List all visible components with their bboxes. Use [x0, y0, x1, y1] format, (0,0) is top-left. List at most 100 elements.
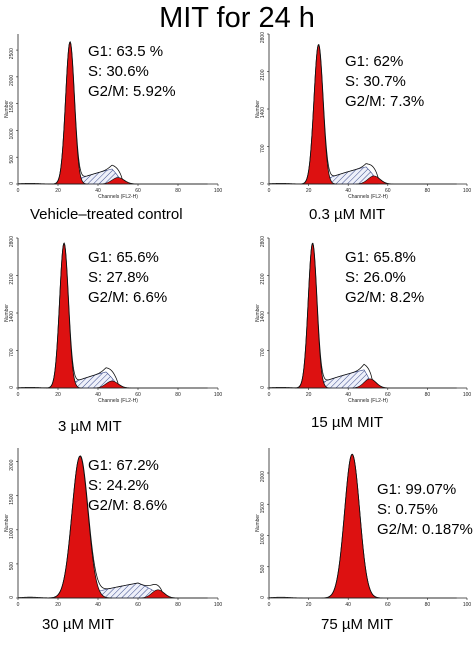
phase-stat: G1: 65.8%	[345, 249, 416, 266]
x-tick-label: 60	[135, 602, 141, 608]
histogram-panel: 0 20 40 60 80 100 0 500 1000 1500 2000 Number G1: 67…	[0, 442, 237, 647]
phase-stat: S: 0.75%	[377, 501, 438, 518]
y-axis-label: Number	[255, 100, 261, 118]
y-tick-label: 700	[9, 348, 15, 357]
panel-caption: 30 µM MIT	[42, 616, 114, 633]
phase-stats: G1: 62% S: 30.7% G2/M: 7.3%	[345, 52, 424, 112]
y-tick-label: 500	[9, 562, 15, 571]
x-tick-label: 100	[463, 392, 472, 398]
panel-caption: 75 µM MIT	[321, 616, 393, 633]
x-tick-label: 40	[345, 392, 351, 398]
y-tick-label: 0	[260, 386, 266, 389]
y-tick-label: 0	[260, 182, 266, 185]
y-tick-label: 2100	[260, 273, 266, 284]
x-axis-label: Channels (FL2-H)	[348, 194, 388, 200]
phase-stat: S: 30.7%	[345, 73, 406, 90]
x-tick-label: 0	[268, 188, 271, 194]
x-tick-label: 0	[17, 392, 20, 398]
panel-caption: 15 µM MIT	[311, 414, 383, 431]
x-tick-label: 60	[385, 188, 391, 194]
y-tick-label: 1500	[9, 101, 15, 112]
phase-stat: G1: 65.6%	[88, 249, 159, 266]
y-tick-label: 1500	[9, 494, 15, 505]
y-axis-label: Number	[4, 304, 10, 322]
y-tick-label: 2500	[9, 48, 15, 59]
x-tick-label: 40	[345, 602, 351, 608]
y-tick-label: 1000	[9, 128, 15, 139]
phase-stat: G2/M: 8.6%	[88, 497, 168, 514]
x-tick-label: 80	[425, 602, 431, 608]
g1-peak	[294, 242, 331, 389]
x-tick-label: 80	[175, 392, 181, 398]
y-tick-label: 500	[9, 155, 15, 164]
phase-stats: G1: 99.07% S: 0.75% G2/M: 0.187%	[377, 480, 473, 540]
x-tick-label: 20	[306, 602, 312, 608]
x-tick-label: 0	[17, 602, 20, 608]
x-tick-label: 100	[463, 188, 472, 194]
x-axis-label: Channels (FL2-H)	[98, 398, 138, 404]
phase-stat: G1: 62%	[345, 53, 404, 70]
phase-stat: G1: 99.07%	[377, 481, 457, 498]
histogram-panel: 0 20 40 60 80 100 0 700 1400 2100 2800 Channels (FL…	[237, 28, 474, 233]
x-tick-label: 20	[55, 602, 61, 608]
x-axis-label: Channels (FL2-H)	[348, 398, 388, 404]
y-tick-label: 1500	[260, 502, 266, 513]
y-tick-label: 2800	[260, 32, 266, 43]
x-tick-label: 20	[55, 188, 61, 194]
panel-caption: Vehicle–treated control	[30, 206, 183, 223]
x-tick-label: 80	[425, 392, 431, 398]
x-tick-label: 0	[268, 602, 271, 608]
phase-stat: G1: 67.2%	[88, 457, 159, 474]
x-tick-label: 40	[95, 392, 101, 398]
phase-stat: G2/M: 0.187%	[377, 521, 473, 538]
histogram-panel: 0 20 40 60 80 100 0 700 1400 2100 2800 Channels (FL…	[0, 232, 237, 437]
y-axis-label: Number	[255, 514, 261, 532]
histogram-plot: 0 20 40 60 80 10005001000150020002500Channels…	[4, 34, 223, 200]
x-tick-label: 80	[175, 188, 181, 194]
phase-stat: S: 27.8%	[88, 269, 149, 286]
panel-caption: 0.3 µM MIT	[309, 206, 386, 223]
y-tick-label: 500	[260, 565, 266, 574]
y-tick-label: 1400	[9, 311, 15, 322]
phase-stats: G1: 67.2% S: 24.2% G2/M: 8.6%	[88, 456, 167, 516]
x-tick-label: 100	[214, 392, 223, 398]
g1-peak	[46, 242, 82, 389]
y-tick-label: 2000	[260, 471, 266, 482]
histogram-panel: 0 20 40 60 80 100 0 500 1000 1500 2000 2500 Channels…	[0, 28, 237, 233]
panel-caption: 3 µM MIT	[58, 418, 122, 435]
phase-stat: G2/M: 8.2%	[345, 289, 425, 306]
y-tick-label: 0	[260, 596, 266, 599]
y-tick-label: 1000	[260, 533, 266, 544]
y-tick-label: 0	[9, 182, 15, 185]
y-tick-label: 2000	[9, 75, 15, 86]
x-tick-label: 60	[385, 602, 391, 608]
x-tick-label: 100	[214, 188, 223, 194]
g1-peak	[299, 44, 338, 185]
x-tick-label: 100	[463, 602, 472, 608]
g1-peak	[321, 453, 383, 599]
x-tick-label: 80	[175, 602, 181, 608]
x-axis-label: Channels (FL2-H)	[98, 194, 138, 200]
g1-peak	[52, 41, 88, 185]
y-tick-label: 0	[9, 596, 15, 599]
histogram-plot: 0 20 40 60 80 100 0 700 1400 2100 2800 Channels (FL…	[255, 236, 472, 404]
phase-stats: G1: 65.8% S: 26.0% G2/M: 8.2%	[345, 248, 424, 308]
x-tick-label: 20	[55, 392, 61, 398]
x-tick-label: 100	[214, 602, 223, 608]
histogram-panel: 0 20 40 60 80 100 0 700 1400 2100 2800 Channels (FL…	[237, 232, 474, 437]
y-tick-label: 2000	[9, 459, 15, 470]
y-tick-label: 0	[9, 386, 15, 389]
y-tick-label: 1400	[260, 311, 266, 322]
x-tick-label: 60	[135, 188, 141, 194]
phase-stat: S: 24.2%	[88, 477, 149, 494]
y-tick-label: 700	[260, 144, 266, 153]
x-tick-label: 40	[95, 602, 101, 608]
phase-stat: G2/M: 6.6%	[88, 289, 168, 306]
x-tick-label: 20	[306, 392, 312, 398]
phase-stat: S: 30.6%	[88, 63, 149, 80]
y-tick-label: 1000	[9, 528, 15, 539]
histogram-plot: 0 20 40 60 80 100 0 700 1400 2100 2800 Channels (FL…	[4, 236, 223, 404]
phase-stats: G1: 63.5 % S: 30.6% G2/M: 5.92%	[88, 42, 176, 102]
